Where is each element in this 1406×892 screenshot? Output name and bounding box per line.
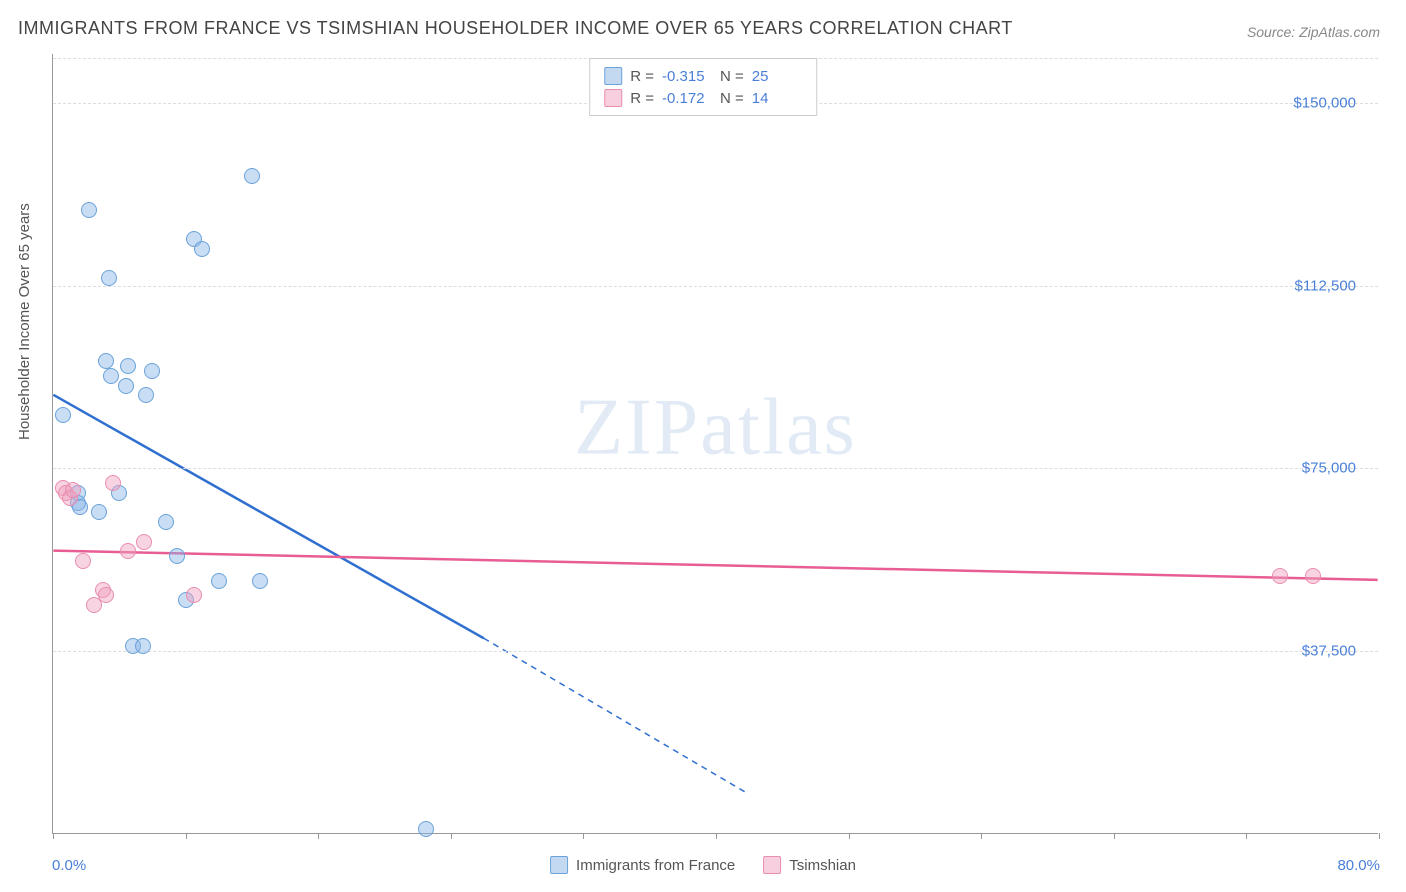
data-point (1305, 568, 1321, 584)
data-point (136, 534, 152, 550)
legend-label: Immigrants from France (576, 857, 735, 874)
x-tick (1379, 833, 1380, 839)
data-point (186, 587, 202, 603)
data-point (120, 358, 136, 374)
correlation-legend-row: R = -0.172 N = 14 (604, 87, 802, 109)
n-label: N = (720, 68, 744, 85)
x-tick (849, 833, 850, 839)
legend-item: Immigrants from France (550, 856, 735, 874)
gridline (53, 286, 1378, 287)
x-tick (451, 833, 452, 839)
data-point (144, 363, 160, 379)
data-point (101, 270, 117, 286)
y-tick-label: $37,500 (1302, 643, 1356, 660)
data-point (98, 587, 114, 603)
data-point (75, 553, 91, 569)
trend-line (53, 395, 483, 638)
data-point (169, 548, 185, 564)
x-tick (53, 833, 54, 839)
trend-line (53, 551, 1377, 580)
source-attribution: Source: ZipAtlas.com (1247, 24, 1380, 40)
legend-label: Tsimshian (789, 857, 856, 874)
swatch-pink-icon (763, 856, 781, 874)
n-value-pink: 14 (752, 90, 802, 107)
x-axis-min-label: 0.0% (52, 857, 86, 874)
x-tick (1114, 833, 1115, 839)
x-tick (186, 833, 187, 839)
y-tick-label: $75,000 (1302, 460, 1356, 477)
x-tick (981, 833, 982, 839)
plot-area: ZIPatlas $37,500 $75,000 $112,500 $150,000 (52, 54, 1378, 834)
data-point (105, 475, 121, 491)
swatch-blue-icon (604, 67, 622, 85)
data-point (252, 573, 268, 589)
y-tick-label: $112,500 (1295, 277, 1356, 294)
swatch-blue-icon (550, 856, 568, 874)
y-axis-title: Householder Income Over 65 years (16, 203, 33, 440)
data-point (158, 514, 174, 530)
gridline (53, 651, 1378, 652)
data-point (194, 241, 210, 257)
correlation-legend: R = -0.315 N = 25 R = -0.172 N = 14 (589, 58, 817, 116)
data-point (118, 378, 134, 394)
data-point (244, 168, 260, 184)
data-point (81, 202, 97, 218)
watermark: ZIPatlas (574, 382, 857, 473)
data-point (65, 482, 81, 498)
legend-item: Tsimshian (763, 856, 856, 874)
data-point (55, 407, 71, 423)
x-axis-max-label: 80.0% (1337, 857, 1380, 874)
data-point (135, 638, 151, 654)
x-tick (1246, 833, 1247, 839)
data-point (138, 387, 154, 403)
gridline (53, 468, 1378, 469)
data-point (98, 353, 114, 369)
chart-title: IMMIGRANTS FROM FRANCE VS TSIMSHIAN HOUS… (18, 18, 1013, 39)
x-tick (583, 833, 584, 839)
data-point (418, 821, 434, 837)
data-point (1272, 568, 1288, 584)
data-point (103, 368, 119, 384)
correlation-legend-row: R = -0.315 N = 25 (604, 65, 802, 87)
n-label: N = (720, 90, 744, 107)
y-tick-label: $150,000 (1293, 94, 1356, 111)
r-label: R = (630, 68, 654, 85)
data-point (120, 543, 136, 559)
data-point (91, 504, 107, 520)
trend-line-extension (484, 638, 749, 794)
series-legend: Immigrants from France Tsimshian (550, 856, 856, 874)
r-label: R = (630, 90, 654, 107)
r-value-blue: -0.315 (662, 68, 712, 85)
x-tick (318, 833, 319, 839)
data-point (211, 573, 227, 589)
x-tick (716, 833, 717, 839)
n-value-blue: 25 (752, 68, 802, 85)
swatch-pink-icon (604, 89, 622, 107)
r-value-pink: -0.172 (662, 90, 712, 107)
chart-container: IMMIGRANTS FROM FRANCE VS TSIMSHIAN HOUS… (0, 0, 1406, 892)
